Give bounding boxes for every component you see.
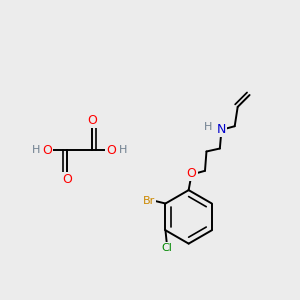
Text: O: O	[87, 114, 97, 127]
Text: H: H	[118, 145, 127, 155]
Text: H: H	[204, 122, 212, 132]
Text: N: N	[217, 123, 226, 136]
Text: H: H	[32, 145, 41, 155]
Text: O: O	[187, 167, 196, 180]
Text: O: O	[106, 143, 116, 157]
Text: Cl: Cl	[161, 243, 172, 253]
Text: O: O	[62, 173, 72, 186]
Text: Br: Br	[143, 196, 155, 206]
Text: O: O	[43, 143, 52, 157]
